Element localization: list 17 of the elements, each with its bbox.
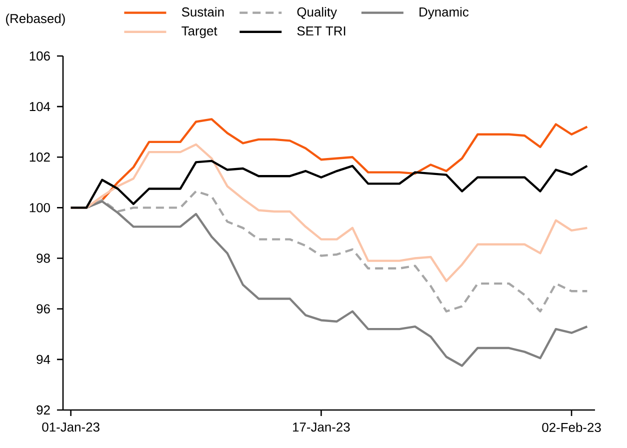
y-tick-label: 96 [36, 304, 50, 314]
x-tick-label: 02-Feb-23 [542, 422, 601, 432]
x-tick-label: 17-Jan-23 [293, 422, 350, 432]
y-tick-label: 98 [36, 254, 50, 263]
y-tick-label: 92 [36, 405, 50, 415]
y-tick-label: 100 [30, 203, 50, 212]
legend-label: SET TRI [297, 26, 346, 36]
legend-label: Dynamic [420, 7, 469, 20]
y-tick-label: 102 [30, 152, 50, 162]
x-tick-label: 01-Jan-23 [42, 422, 100, 432]
y-axis-title: (Rebased) [6, 14, 65, 26]
legend-label: Sustain [182, 7, 224, 17]
legend-label: Target [182, 26, 218, 38]
y-tick-label: 104 [30, 102, 50, 112]
y-tick-label: 106 [30, 51, 50, 61]
legend-label: Quality [297, 7, 337, 20]
y-tick-label: 94 [36, 354, 50, 364]
